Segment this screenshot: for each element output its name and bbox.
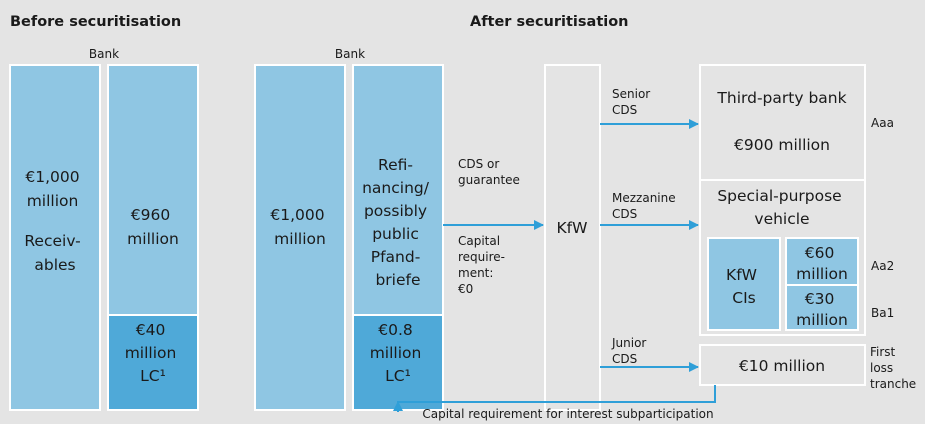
receivables-box [9,64,101,411]
junior-label: Junior CDS [611,336,650,366]
first-loss-amount: €10 million [739,357,825,375]
receivables-text: €1,000 million Receiv- ables [24,168,85,274]
rating: Aaa [871,116,894,130]
tranche-box [785,237,859,286]
capital-label: Capital require- ment: €0 [458,234,509,296]
bank-label: Bank [89,47,119,61]
lc-box [107,314,199,411]
heading: After securitisation [470,14,629,30]
third-party-amount: €900 million [734,136,830,154]
senior-label: Senior CDS [612,87,654,117]
funding-text: €960 million [127,206,179,248]
kfw-box [544,64,601,411]
receivables-text: €1,000 million [270,206,329,248]
first-loss-box [699,344,866,386]
spv-title: Special-purpose vehicle [717,187,846,228]
kfw-text: KfW [557,219,588,237]
funding-box [107,64,199,316]
bank-label: Bank [335,47,365,61]
heading: Before securitisation [10,14,181,30]
rating: Ba1 [871,306,894,320]
kfw-cis-box [707,237,781,331]
cds-label: CDS or guarantee [458,157,520,187]
first-loss-label: First loss tranche [870,345,916,391]
footer-label: Capital requirement for interest subpart… [422,407,713,421]
funding-text: Refi- nancing/ possibly public Pfand- br… [362,156,434,289]
third-party-title: Third-party bank [716,89,846,107]
third-party-box [699,64,866,181]
mezzanine-label: Mezzanine CDS [612,191,679,221]
kfw-cis-text: KfW CIs [726,266,762,307]
tranche-text: €60 million [796,244,848,283]
tranche-box [785,284,859,331]
receivables-box [254,64,346,411]
lc-text: €40 million LC¹ [125,321,182,385]
lc-text: €0.8 million LC¹ [370,321,427,385]
rating: Aa2 [871,259,894,273]
tranche-text: €30 million [796,290,848,329]
headings: Before securitisation After securitisati… [10,14,629,61]
lc-box [352,314,444,411]
funding-box [352,64,444,316]
